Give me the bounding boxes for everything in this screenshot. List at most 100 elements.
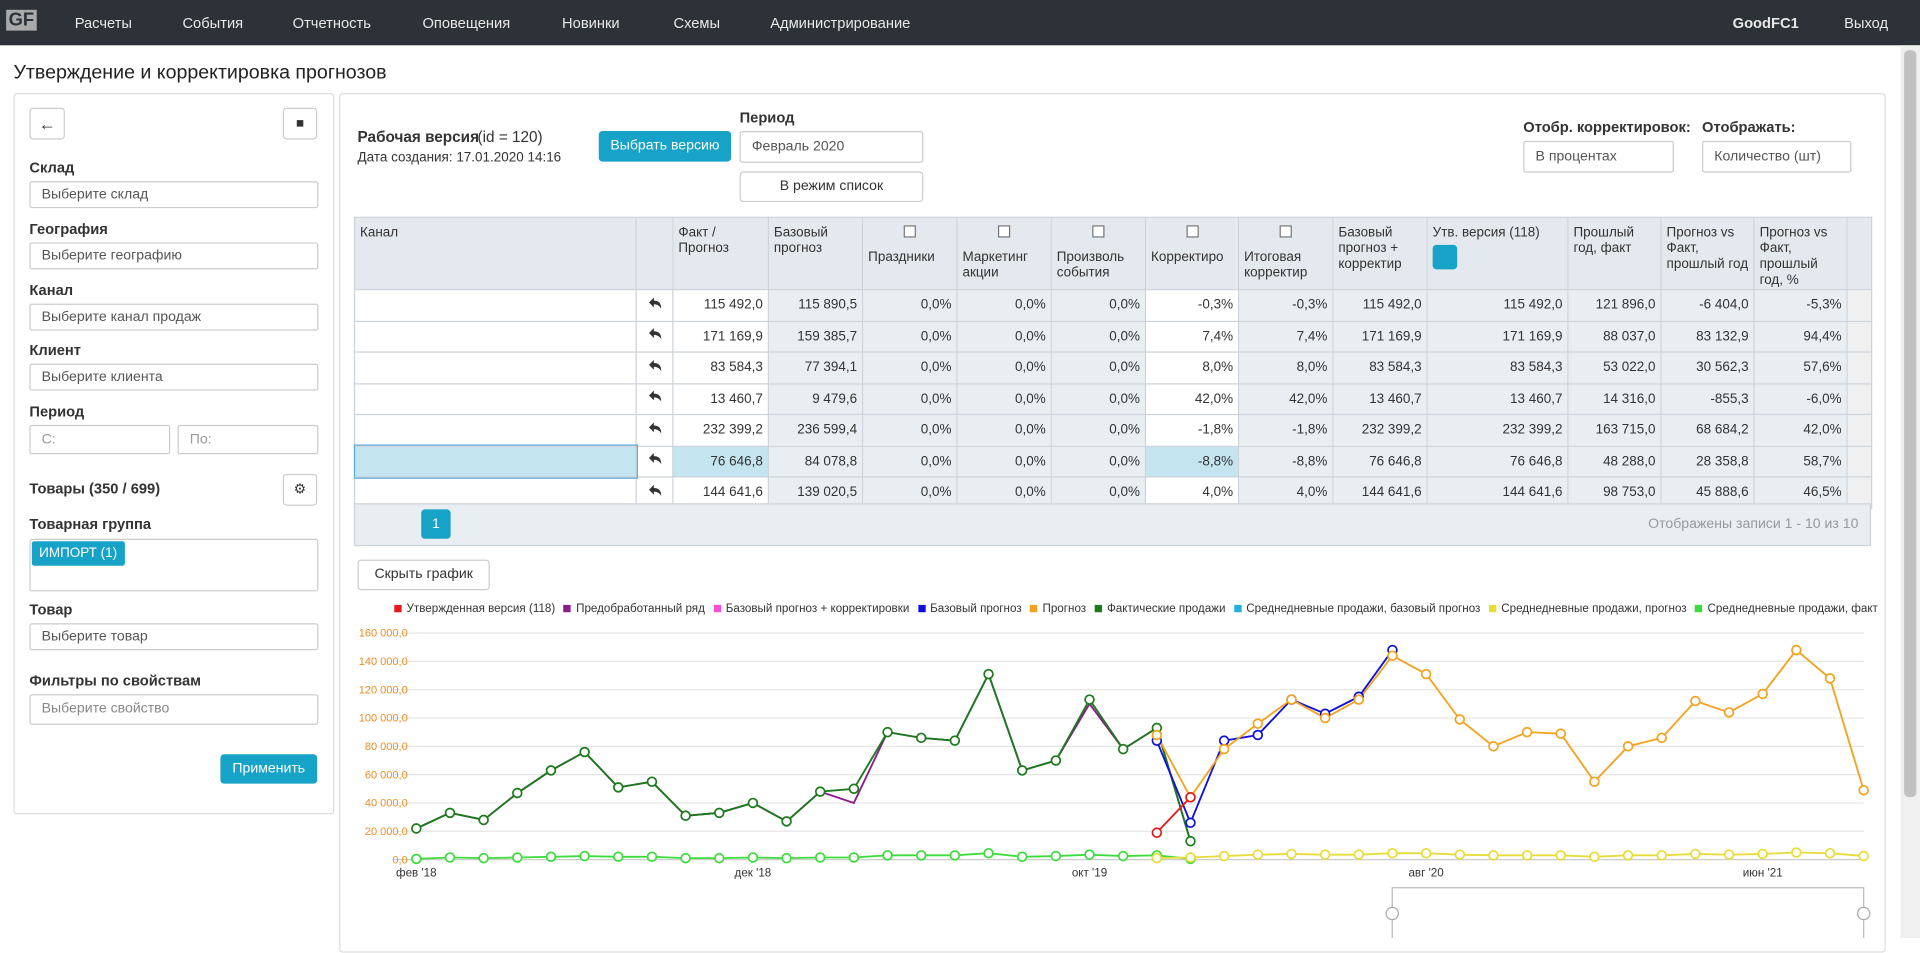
cell: 0,0% [862,413,958,447]
point [1151,729,1163,741]
period-input[interactable]: Февраль 2020 [739,131,924,163]
page-button[interactable]: 1 [421,509,451,539]
nav-item[interactable]: Расчеты [74,14,132,32]
nav-item[interactable]: Оповещения [422,14,511,32]
navbar: GF Расчеты События Отчетность Оповещения… [0,0,1920,46]
undo-icon[interactable] [647,328,662,340]
select[interactable]: В процентах [1523,140,1674,173]
cell: 83 584,3 [672,351,769,384]
pager [353,503,1872,547]
point [1185,835,1196,847]
undo-icon[interactable] [647,359,662,372]
point [781,816,792,827]
undo-icon[interactable] [647,484,662,497]
label: Отображать: [1702,118,1796,136]
hide-chart[interactable]: Скрыть график [357,559,490,591]
point [983,668,994,680]
cell: 14 316,0 [1567,382,1662,416]
legend-item: Среднедневные продажи, факт [1695,602,1878,616]
cell: 115 492,0 [1426,288,1569,322]
point [1252,849,1264,860]
cell: 8,0% [1144,351,1240,384]
back-button[interactable]: ← [29,107,65,140]
point [1353,849,1365,860]
cell: 0,0% [956,351,1052,384]
undo-icon[interactable] [647,390,662,403]
y-tick-label: 0,0 [392,854,407,866]
checkbox [997,225,1011,238]
label: Товарная группа [29,515,152,533]
page-title: Утверждение и корректировка прогнозов [13,62,387,84]
select[interactable]: Количество (шт) [1702,140,1852,173]
undo-icon[interactable] [647,422,662,434]
column-header: Итоговая корректир [1237,216,1334,291]
undo-icon[interactable] [647,453,662,465]
nav-item[interactable]: Администрирование [770,14,911,32]
x-tick-label: июн '21 [1743,867,1783,880]
nav-item[interactable]: Отчетность [292,14,371,32]
cell: 0,0% [956,382,1052,416]
row: 76 646,8 84 078,8 0,0% 0,0% 0,0% -8,8% -8,8% 76… [353,444,1873,479]
input[interactable]: Выберите канал продаж [29,303,319,331]
label: География [29,220,108,238]
cell: 0,0% [1050,351,1147,384]
legend-label: Базовый прогноз [930,602,1022,616]
tag[interactable]: ИМПОРТ (1) [31,541,125,566]
x-tick-label: дек '18 [735,867,772,880]
date-to[interactable]: По: [177,424,319,455]
point [713,807,725,819]
cell: -1,8% [1237,413,1334,447]
point [949,850,961,861]
delete-button[interactable]: ■ [282,107,318,140]
settings-button[interactable]: ⚙ [282,473,318,506]
legend-item: Среднедневные продажи, базовый прогноз [1234,602,1480,616]
logout[interactable]: Выход [1844,14,1889,32]
label: Товар [29,601,73,619]
undo-icon[interactable] [647,297,662,309]
input[interactable]: Выберите склад [29,181,319,209]
point [411,853,422,865]
scroll-cell [1846,413,1873,447]
apply-button[interactable]: Применить [220,754,318,784]
choose-version[interactable]: Выбрать версию [598,131,732,162]
path [648,484,661,496]
point [781,852,792,864]
undo-cell [635,382,674,416]
y-tick-label: 120 000,0 [359,684,408,696]
cell: 159 385,7 [767,320,864,353]
point [1151,827,1163,838]
channel-cell [353,351,637,384]
channel-cell [353,382,637,416]
cell: 77 394,1 [767,351,864,384]
label: Канал [29,281,74,299]
header-text: Произволь события [1056,249,1125,281]
column-header: Факт / Прогноз [672,216,769,291]
select[interactable]: Выберите свойство [29,694,319,725]
point [1589,851,1600,863]
point [1420,668,1432,680]
cell: 171 169,9 [1332,320,1428,353]
header-text: Утв. версия (118) [1432,225,1540,241]
cell: 232 399,2 [1332,413,1428,447]
list-mode[interactable]: В режим список [739,171,924,203]
column-header: Канал [353,216,637,291]
path [648,390,661,402]
input[interactable]: Выберите клиента [29,363,319,391]
label: Период [739,108,795,127]
cell: 28 358,8 [1660,445,1755,478]
user: GoodFC1 [1732,14,1799,32]
channel-cell [353,413,637,447]
cell: 57,6% [1753,351,1848,384]
cell: 115 492,0 [672,288,769,322]
scroll-cell [1846,382,1873,416]
input[interactable]: Выберите географию [29,242,319,270]
nav-item[interactable]: Новинки [562,14,620,32]
input[interactable]: Выберите товар [29,623,319,651]
cell: 13 460,7 [1426,382,1569,416]
nav-item[interactable]: События [182,14,244,32]
point [613,851,624,863]
cell: 30 562,3 [1660,351,1755,384]
nav-item[interactable]: Схемы [673,14,721,32]
date-from[interactable]: С: [29,424,171,455]
navigator-handle [1856,906,1871,921]
